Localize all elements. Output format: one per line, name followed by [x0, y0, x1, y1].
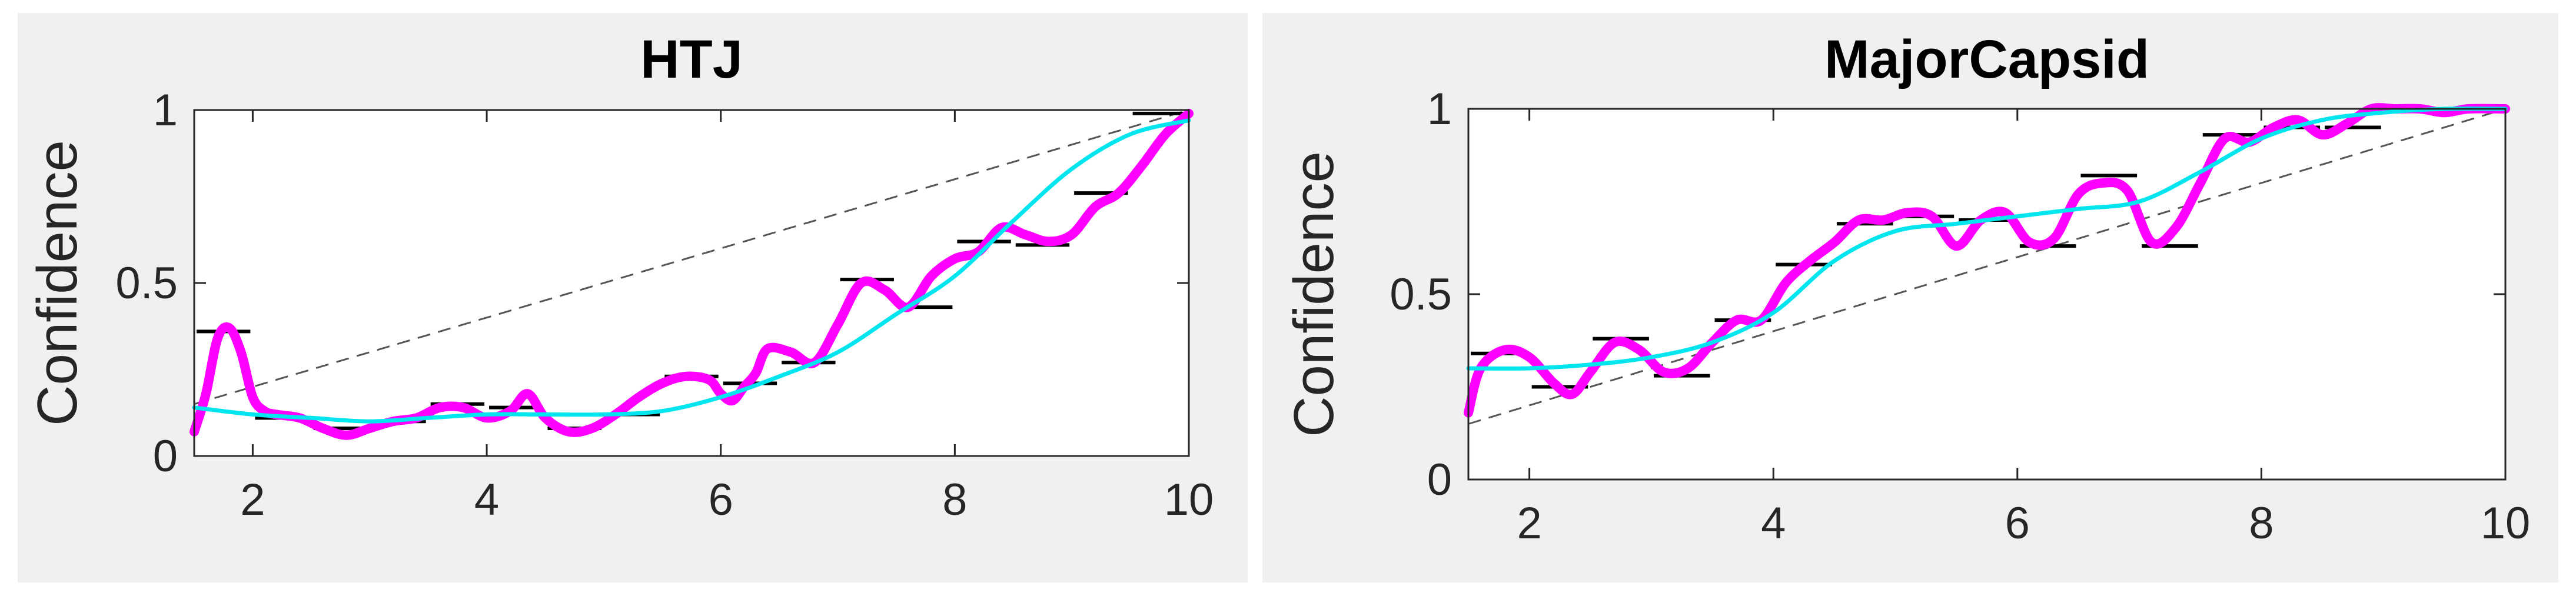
x-tick-label: 2: [1517, 498, 1542, 548]
y-axis-label: Confidence: [1282, 151, 1345, 437]
y-tick-label: 1: [153, 85, 178, 135]
smoothed-confidence-line: [1466, 106, 2508, 371]
x-tick-label: 8: [942, 475, 967, 525]
panel-htj: HTJ Confidence 2 4 6 8 10 0 0.5 1: [18, 13, 1248, 582]
chart-majorcapsid: MajorCapsid Confidence 2 4 6 8 10 0 0.5 …: [1282, 29, 2531, 548]
chart-title: HTJ: [640, 29, 743, 89]
y-tick-label: 0.5: [1390, 269, 1452, 319]
x-tick-label: 6: [709, 475, 733, 525]
chart-title: MajorCapsid: [1824, 29, 2149, 89]
x-tick-label: 8: [2249, 498, 2273, 548]
y-axis-label: Confidence: [26, 140, 89, 426]
x-tick-label: 2: [240, 475, 265, 525]
chart-htj: HTJ Confidence 2 4 6 8 10 0 0.5 1: [26, 29, 1214, 525]
raw-confidence-line: [1464, 103, 2510, 418]
x-tick-label: 10: [2481, 498, 2531, 548]
y-tick-label: 0.5: [115, 258, 178, 308]
x-tick-label: 10: [1164, 475, 1214, 525]
reference-line: [194, 109, 1189, 405]
x-tick-label: 6: [2005, 498, 2030, 548]
y-tick-label: 1: [1427, 84, 1452, 134]
panel-majorcapsid: MajorCapsid Confidence 2 4 6 8 10 0 0.5 …: [1262, 13, 2558, 582]
plot-area: [194, 110, 1189, 456]
y-tick-label: 0: [153, 431, 178, 481]
smoothed-confidence-line: [192, 118, 1191, 424]
x-tick-label: 4: [474, 475, 499, 525]
reference-line: [1468, 108, 2506, 425]
x-tick-label: 4: [1761, 498, 1786, 548]
plot-area: [1468, 109, 2505, 480]
y-tick-label: 0: [1427, 455, 1452, 505]
